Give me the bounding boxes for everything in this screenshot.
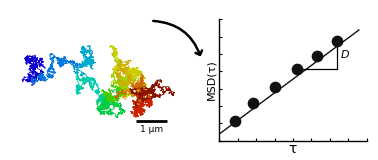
Text: 1 μm: 1 μm xyxy=(140,125,163,134)
Point xyxy=(250,102,256,104)
Y-axis label: MSD(τ): MSD(τ) xyxy=(206,60,217,100)
Point xyxy=(232,119,238,122)
Point xyxy=(272,85,278,88)
Text: D: D xyxy=(341,50,350,60)
Point xyxy=(314,54,320,57)
X-axis label: τ: τ xyxy=(289,142,297,156)
Point xyxy=(294,68,300,70)
Point xyxy=(334,40,340,42)
